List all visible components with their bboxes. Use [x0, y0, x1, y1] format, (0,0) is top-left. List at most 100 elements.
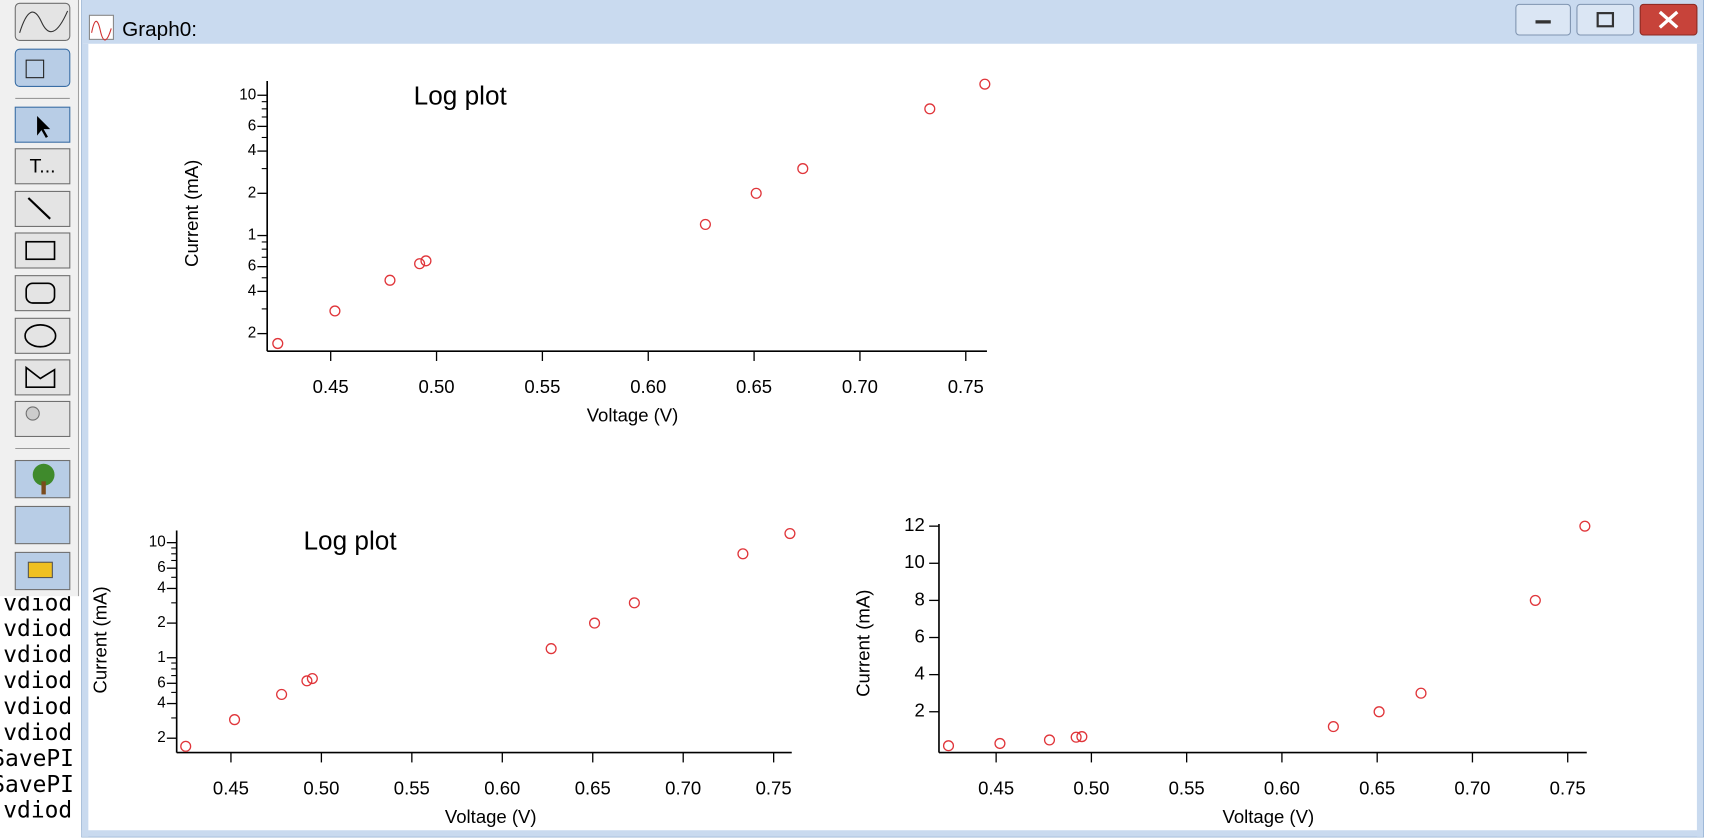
y-tick-label: 2 [248, 325, 256, 342]
data-point [797, 163, 809, 175]
y-tick-label: 10 [239, 86, 256, 103]
data-point [1373, 706, 1385, 718]
y-tick-label: 4 [248, 282, 257, 299]
data-point [276, 688, 288, 701]
toolbar-buttons [14, 2, 71, 591]
x-tick-label: 0.50 [1073, 778, 1109, 799]
x-tick-label: 0.55 [394, 778, 430, 799]
y-tick-label: 2 [248, 184, 256, 201]
y-tick-label: 2 [914, 700, 924, 721]
data-point [1415, 687, 1427, 699]
x-tick-label: 0.65 [1359, 778, 1395, 799]
data-point [737, 548, 749, 560]
data-point [628, 597, 640, 609]
data-point [545, 643, 557, 655]
y-tick-label: 12 [904, 514, 925, 535]
x-tick-label: 0.50 [303, 778, 339, 799]
y-tick-label: 6 [157, 674, 165, 691]
data-point [588, 617, 601, 629]
y-tick-label: 2 [157, 729, 165, 746]
data-point [750, 187, 762, 199]
y-tick-label: 4 [157, 695, 166, 712]
data-point [306, 672, 318, 685]
x-tick-label: 0.60 [484, 778, 520, 799]
console-line: vdiod [3, 668, 72, 694]
data-point [228, 714, 241, 726]
oval-tool[interactable] [14, 317, 71, 354]
data-point [180, 740, 192, 752]
x-tick-label: 0.50 [419, 376, 455, 397]
data-point [924, 103, 936, 115]
draw-mode-button[interactable] [14, 48, 71, 87]
console-line: SavePI [0, 772, 74, 798]
x-tick-label: 0.70 [1454, 778, 1490, 799]
data-point [420, 255, 432, 267]
data-point [1076, 731, 1088, 743]
y-tick-label: 4 [914, 663, 924, 684]
x-tick-label: 0.75 [756, 778, 792, 799]
console-line: SavePI [0, 746, 74, 772]
y-tick-label: 1 [157, 649, 165, 666]
plot-title: Log plot [414, 80, 508, 110]
x-tick-label: 0.65 [575, 778, 611, 799]
console-line: vdiod [3, 694, 72, 720]
data-point [272, 337, 284, 350]
y-tick-label: 4 [157, 579, 166, 596]
data-point [384, 274, 396, 286]
window-title: Graph0: [122, 18, 197, 41]
maximize-button[interactable] [1576, 3, 1635, 36]
x-tick-label: 0.75 [948, 376, 984, 397]
data-point [784, 527, 796, 540]
data-point [1579, 520, 1591, 532]
x-tick-label: 0.70 [665, 778, 701, 799]
data-point [979, 78, 991, 90]
data-point [329, 305, 341, 317]
y-axis-label: Current (mA) [853, 590, 874, 697]
data-point [1070, 731, 1082, 743]
data-point [414, 258, 426, 270]
y-tick-label: 4 [248, 142, 257, 159]
minimize-button[interactable] [1515, 3, 1571, 36]
y-tick-label: 6 [248, 117, 256, 134]
x-axis-label: Voltage (V) [587, 405, 679, 426]
y-tick-label: 10 [149, 534, 166, 551]
x-axis-label: Voltage (V) [1223, 806, 1315, 827]
y-axis-label: Current (mA) [181, 160, 202, 267]
data-point [1529, 594, 1541, 606]
console-line: vdiod [3, 642, 72, 668]
graph-window [81, 0, 1705, 838]
y-axis-label: Current (mA) [89, 586, 110, 693]
x-tick-label: 0.45 [978, 778, 1014, 799]
x-axis-label: Voltage (V) [445, 806, 537, 827]
y-tick-label: 6 [248, 258, 256, 275]
data-point [942, 740, 955, 752]
text-tool[interactable] [14, 148, 71, 185]
rect-tool[interactable] [14, 232, 71, 269]
x-tick-label: 0.55 [1169, 778, 1205, 799]
x-tick-label: 0.45 [213, 778, 249, 799]
x-tick-label: 0.45 [313, 376, 349, 397]
data-point [994, 737, 1006, 750]
y-tick-label: 10 [904, 551, 925, 572]
data-point [1043, 734, 1056, 746]
console: vdiodvdiodvdiodvdiodvdiodvdiodSavePISave… [0, 590, 74, 823]
data-point [1327, 721, 1339, 733]
x-tick-label: 0.75 [1550, 778, 1586, 799]
y-tick-label: 8 [914, 588, 924, 609]
roundrect-tool[interactable] [14, 275, 71, 312]
data-point [699, 218, 711, 231]
console-line: vdiod [3, 720, 72, 746]
x-tick-label: 0.55 [524, 376, 560, 397]
console-line: vdiod [3, 798, 72, 824]
line-tool[interactable] [14, 190, 71, 227]
y-tick-label: 6 [914, 625, 924, 646]
graph-button[interactable] [14, 2, 71, 42]
y-tick-label: 1 [248, 227, 256, 244]
plot-title: Log plot [304, 525, 398, 555]
layers-button[interactable] [14, 505, 71, 545]
user-tool[interactable] [14, 400, 71, 438]
x-tick-label: 0.60 [630, 376, 666, 397]
